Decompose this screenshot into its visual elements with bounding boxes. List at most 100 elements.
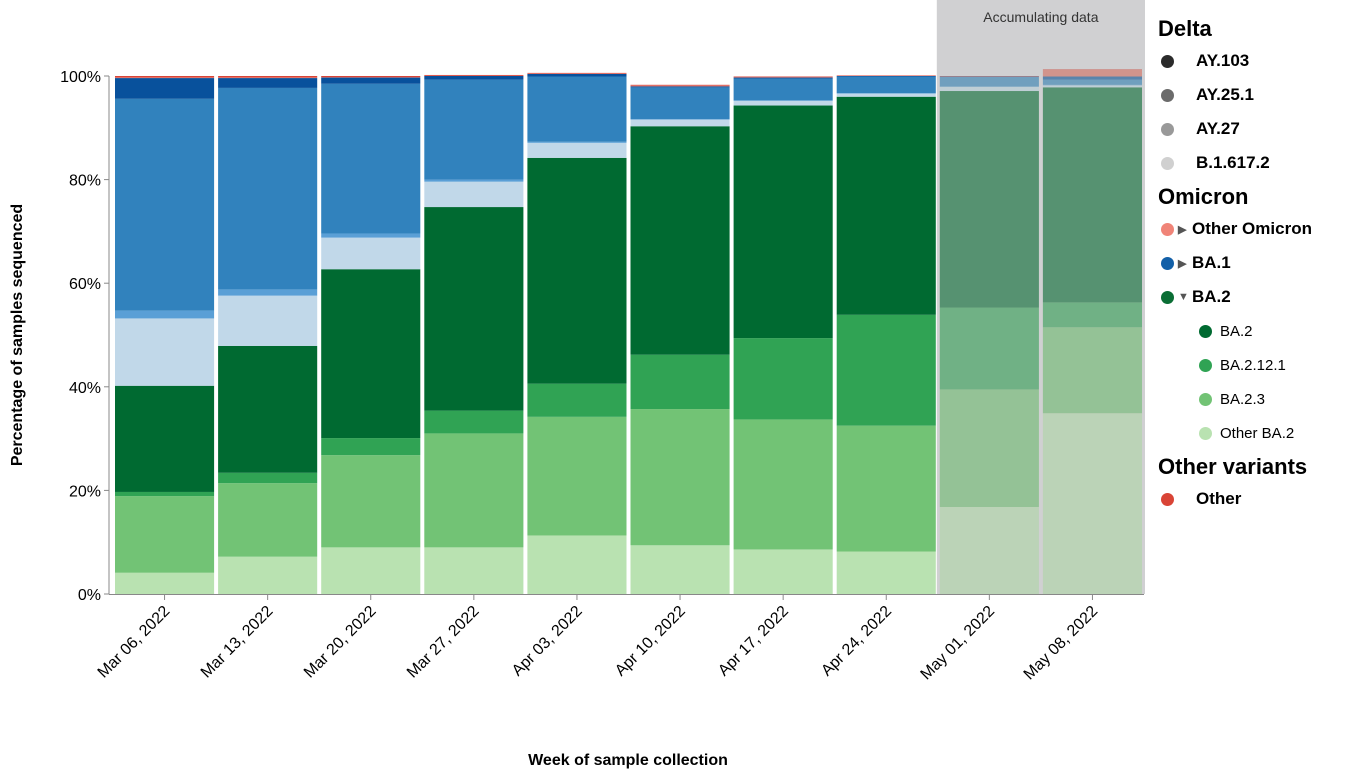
bar-segment[interactable] [1042,79,1142,85]
legend-item[interactable]: ▼ BA.2 [1158,280,1348,314]
bar-segment[interactable] [939,76,1039,77]
bar-segment[interactable] [424,79,524,180]
bar-segment[interactable] [218,87,318,290]
legend-item[interactable]: AY.25.1 [1158,78,1348,112]
bar-segment[interactable] [321,77,421,84]
bar-segment[interactable] [939,389,1039,507]
bar-segment[interactable] [115,496,215,573]
bar-segment[interactable] [630,86,730,88]
bar-segment[interactable] [424,76,524,80]
bar-segment[interactable] [733,100,833,106]
bar-segment[interactable] [115,76,215,78]
legend-subitem[interactable]: Other BA.2 [1158,416,1348,450]
collapsed-arrow-icon[interactable]: ▶ [1178,257,1187,270]
bar-segment[interactable] [115,572,215,594]
bar-segment[interactable] [733,100,833,101]
bar-segment[interactable] [527,142,627,158]
bar-segment[interactable] [527,157,627,384]
bar-segment[interactable] [630,84,730,86]
bar-segment[interactable] [733,77,833,78]
bar-segment[interactable] [424,181,524,208]
bar-segment[interactable] [1042,84,1142,86]
bar-segment[interactable] [1042,327,1142,414]
bar-segment[interactable] [939,506,1039,594]
bar-segment[interactable] [939,91,1039,308]
bar-segment[interactable] [939,77,1039,87]
bar-segment[interactable] [733,77,833,79]
bar-segment[interactable] [115,491,215,497]
bar-stack[interactable] [218,76,318,594]
bar-segment[interactable] [424,547,524,594]
bar-stack[interactable] [1042,69,1142,595]
bar-segment[interactable] [527,73,627,74]
bar-segment[interactable] [836,75,936,76]
bar-segment[interactable] [218,289,318,296]
bar-segment[interactable] [1042,69,1142,77]
legend-item[interactable]: Other [1158,482,1348,516]
bar-segment[interactable] [733,105,833,339]
bar-segment[interactable] [424,179,524,182]
bar-segment[interactable] [733,76,833,78]
bar-segment[interactable] [218,483,318,557]
bar-segment[interactable] [115,78,215,99]
legend-item[interactable]: ▶ Other Omicron [1158,212,1348,246]
bar-segment[interactable] [218,295,318,346]
bar-segment[interactable] [321,455,421,548]
bar-segment[interactable] [1042,69,1142,70]
bar-segment[interactable] [836,314,936,426]
bar-segment[interactable] [321,269,421,439]
bar-segment[interactable] [321,77,421,78]
bar-segment[interactable] [630,545,730,594]
bar-stack[interactable] [115,76,215,594]
bar-segment[interactable] [527,73,627,77]
bar-segment[interactable] [1042,76,1142,80]
bar-segment[interactable] [424,75,524,76]
collapsed-arrow-icon[interactable]: ▶ [1178,223,1187,236]
bar-segment[interactable] [527,383,627,417]
bar-segment[interactable] [939,86,1039,87]
bar-segment[interactable] [527,76,627,142]
bar-segment[interactable] [115,385,215,492]
bar-segment[interactable] [218,345,318,473]
legend-subitem[interactable]: BA.2.3 [1158,382,1348,416]
bar-stack[interactable] [424,74,524,594]
bar-segment[interactable] [733,78,833,101]
bar-segment[interactable] [1042,87,1142,303]
bar-segment[interactable] [321,83,421,234]
legend-subitem[interactable]: BA.2.12.1 [1158,348,1348,382]
bar-segment[interactable] [218,472,318,484]
legend-item[interactable]: ▶ BA.1 [1158,246,1348,280]
bar-segment[interactable] [733,338,833,420]
bar-segment[interactable] [527,416,627,536]
bar-segment[interactable] [424,433,524,548]
bar-segment[interactable] [424,74,524,76]
bar-segment[interactable] [836,76,936,94]
bar-segment[interactable] [321,233,421,238]
legend-item[interactable]: B.1.617.2 [1158,146,1348,180]
legend-item[interactable]: AY.27 [1158,112,1348,146]
bar-segment[interactable] [218,78,318,88]
bar-segment[interactable] [321,237,421,270]
bar-segment[interactable] [321,438,421,456]
bar-segment[interactable] [218,556,318,594]
bar-segment[interactable] [630,119,730,127]
bar-segment[interactable] [630,85,730,87]
bar-segment[interactable] [424,410,524,434]
bar-segment[interactable] [939,86,1039,92]
bar-segment[interactable] [630,118,730,120]
expanded-arrow-icon[interactable]: ▼ [1178,291,1189,303]
bar-segment[interactable] [115,318,215,386]
legend-item[interactable]: AY.103 [1158,44,1348,78]
bar-stack[interactable] [733,76,833,594]
bar-stack[interactable] [836,75,936,594]
bar-segment[interactable] [1042,302,1142,328]
bar-segment[interactable] [630,354,730,410]
bar-segment[interactable] [321,547,421,594]
bar-segment[interactable] [115,310,215,319]
bar-segment[interactable] [321,76,421,78]
bar-segment[interactable] [836,96,936,315]
bar-stack[interactable] [630,84,730,594]
bar-segment[interactable] [115,98,215,311]
bar-stack[interactable] [527,72,627,594]
bar-segment[interactable] [836,425,936,552]
